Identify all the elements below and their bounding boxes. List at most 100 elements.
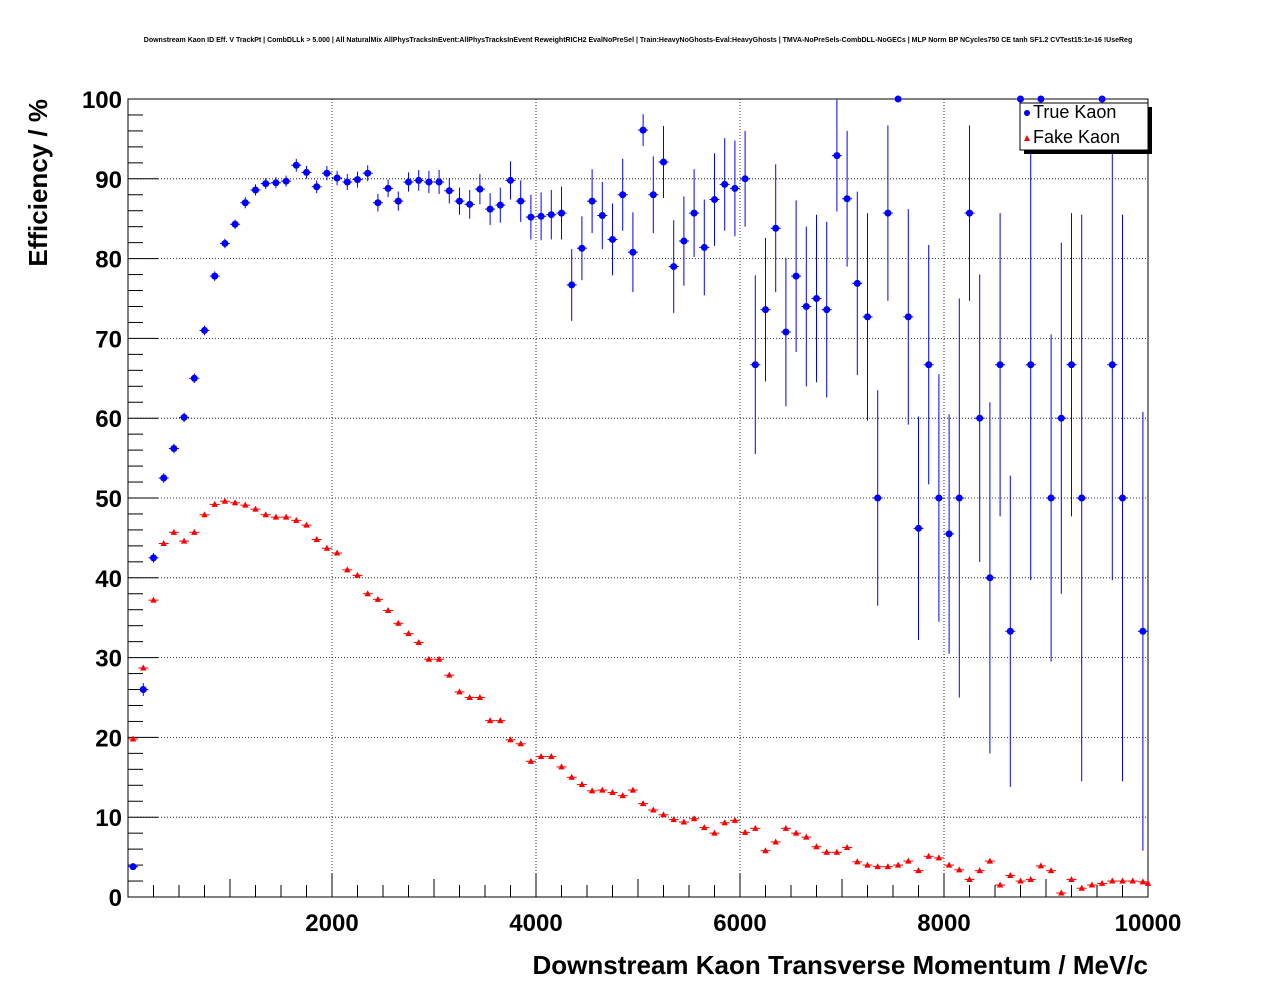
- legend-fake-kaon-label: Fake Kaon: [1033, 127, 1120, 147]
- data-point: [160, 474, 168, 482]
- data-point: [680, 818, 688, 825]
- data-point: [282, 513, 290, 520]
- data-point: [486, 205, 494, 213]
- data-point: [548, 753, 555, 760]
- data-point: [537, 212, 545, 220]
- data-point: [598, 212, 606, 220]
- data-point: [1108, 361, 1116, 369]
- x-tick-label: 6000: [713, 910, 766, 937]
- data-point: [211, 272, 219, 280]
- data-point: [976, 867, 983, 874]
- data-point: [1129, 877, 1136, 884]
- data-point: [303, 521, 310, 528]
- data-point: [884, 209, 892, 217]
- data-point: [711, 196, 718, 204]
- data-point: [394, 197, 402, 205]
- data-point: [476, 185, 484, 193]
- data-point: [201, 511, 208, 518]
- data-point: [211, 500, 218, 507]
- data-point: [853, 279, 861, 287]
- data-point: [1037, 95, 1045, 103]
- data-point: [435, 655, 443, 662]
- data-point: [1068, 875, 1075, 882]
- data-point: [486, 717, 494, 724]
- x-axis-title: Downstream Kaon Transverse Momentum / Me…: [532, 950, 1148, 980]
- series-true-kaon: [128, 95, 1148, 871]
- data-point: [282, 177, 290, 185]
- data-point: [1098, 879, 1106, 886]
- data-point: [497, 717, 504, 724]
- y-tick-label: 0: [109, 885, 122, 912]
- data-point: [833, 848, 841, 855]
- plot-title: Downstream Kaon ID Eff. V TrackPt | Comb…: [144, 37, 1132, 44]
- data-point: [843, 195, 851, 203]
- data-point: [945, 530, 953, 538]
- data-point: [894, 861, 902, 868]
- data-point: [344, 566, 351, 573]
- data-point: [874, 494, 882, 502]
- data-point: [629, 786, 637, 793]
- data-point: [1078, 884, 1085, 891]
- data-point: [446, 671, 453, 678]
- data-point: [915, 524, 922, 532]
- data-point: [925, 361, 933, 369]
- x-tick-label: 10000: [1115, 910, 1182, 937]
- data-point: [558, 209, 565, 217]
- data-point: [323, 169, 331, 177]
- data-point: [364, 169, 372, 177]
- data-point: [456, 688, 463, 695]
- data-point: [272, 179, 280, 187]
- data-point: [374, 199, 382, 207]
- data-point: [1027, 875, 1034, 882]
- data-point: [864, 313, 871, 321]
- data-point: [201, 326, 208, 334]
- data-point: [1058, 889, 1065, 896]
- axis-ticks: 2000 4000 6000 8000 10000 0 10 20 30 40 50 60 70 80 90…: [82, 87, 1181, 937]
- y-tick-label: 30: [95, 646, 122, 673]
- data-point: [731, 816, 739, 823]
- y-tick-label: 10: [95, 805, 122, 832]
- data-point: [1017, 95, 1024, 103]
- data-point: [384, 184, 392, 192]
- data-point: [1068, 361, 1075, 369]
- data-point: [935, 854, 943, 861]
- data-point: [609, 235, 616, 243]
- data-point: [293, 516, 300, 523]
- data-point: [313, 183, 321, 191]
- data-point: [496, 201, 504, 209]
- data-point: [650, 806, 657, 813]
- data-point: [803, 833, 810, 840]
- y-axis-title: Efficiency / %: [23, 99, 53, 267]
- data-point: [364, 590, 371, 597]
- data-point: [690, 815, 698, 822]
- data-point: [588, 197, 596, 205]
- data-point: [425, 655, 433, 662]
- data-point: [986, 857, 994, 864]
- data-point: [1088, 881, 1096, 888]
- legend-true-kaon-marker: [1024, 110, 1030, 116]
- data-point: [313, 535, 320, 542]
- data-point: [435, 178, 443, 186]
- data-point: [905, 857, 912, 864]
- data-point: [241, 199, 249, 207]
- data-point: [976, 414, 984, 422]
- data-point: [649, 191, 657, 199]
- data-point: [517, 740, 524, 747]
- data-point: [660, 811, 667, 818]
- data-point: [547, 211, 555, 219]
- data-point: [1139, 627, 1147, 635]
- data-point: [996, 361, 1004, 369]
- data-point: [354, 176, 361, 184]
- data-point: [619, 191, 627, 199]
- data-point: [1119, 877, 1126, 884]
- data-point: [956, 866, 963, 873]
- data-point: [1078, 494, 1086, 502]
- data-point: [619, 792, 626, 799]
- x-tick-label: 8000: [917, 910, 970, 937]
- data-point: [1027, 361, 1035, 369]
- legend-fake-kaon-marker: [1024, 135, 1030, 141]
- data-point: [466, 200, 474, 208]
- y-tick-label: 70: [95, 326, 122, 353]
- data-point: [242, 501, 249, 508]
